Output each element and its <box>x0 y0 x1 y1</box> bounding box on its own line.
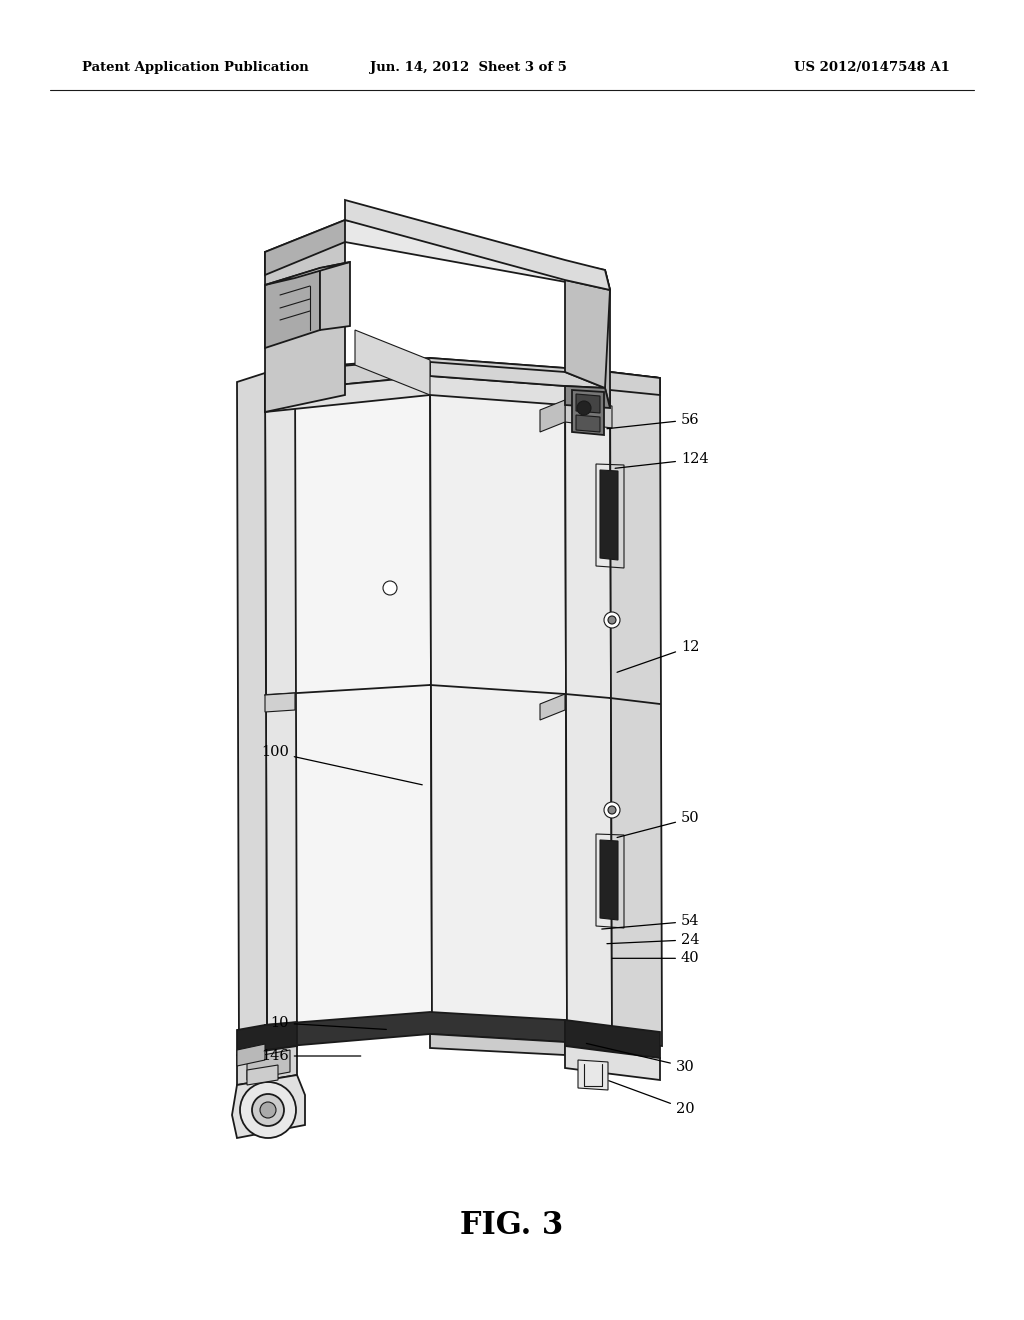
Text: Jun. 14, 2012  Sheet 3 of 5: Jun. 14, 2012 Sheet 3 of 5 <box>370 62 566 74</box>
Circle shape <box>604 803 620 818</box>
Polygon shape <box>265 268 319 348</box>
Polygon shape <box>540 400 565 432</box>
Polygon shape <box>237 1022 297 1055</box>
Polygon shape <box>265 220 345 275</box>
Circle shape <box>383 581 397 595</box>
Text: Patent Application Publication: Patent Application Publication <box>82 62 309 74</box>
Text: 146: 146 <box>261 1049 360 1063</box>
Text: 50: 50 <box>617 812 699 837</box>
Polygon shape <box>247 1065 278 1085</box>
Polygon shape <box>265 693 295 711</box>
Polygon shape <box>605 271 610 408</box>
Text: 10: 10 <box>270 1016 386 1030</box>
Text: 30: 30 <box>587 1043 694 1073</box>
Circle shape <box>252 1094 284 1126</box>
Circle shape <box>577 401 591 414</box>
Text: 24: 24 <box>607 933 699 946</box>
Circle shape <box>608 616 616 624</box>
Polygon shape <box>237 1044 265 1067</box>
Polygon shape <box>265 1012 565 1048</box>
Polygon shape <box>430 1034 565 1055</box>
Polygon shape <box>237 374 267 1052</box>
Circle shape <box>240 1082 296 1138</box>
Polygon shape <box>430 362 605 388</box>
Polygon shape <box>345 201 610 290</box>
Polygon shape <box>565 368 612 1040</box>
Polygon shape <box>265 370 297 1041</box>
Text: 12: 12 <box>617 640 699 672</box>
Polygon shape <box>565 280 610 388</box>
Text: FIG. 3: FIG. 3 <box>461 1209 563 1241</box>
Polygon shape <box>565 1020 660 1059</box>
Text: 100: 100 <box>261 746 422 785</box>
Polygon shape <box>575 414 600 432</box>
Polygon shape <box>575 393 600 413</box>
Text: 54: 54 <box>602 915 699 929</box>
Polygon shape <box>270 358 432 1038</box>
Polygon shape <box>265 242 345 412</box>
Polygon shape <box>610 372 662 1045</box>
Text: 40: 40 <box>612 952 699 965</box>
Polygon shape <box>355 330 430 395</box>
Polygon shape <box>578 1060 608 1090</box>
Circle shape <box>608 807 616 814</box>
Polygon shape <box>600 470 618 560</box>
Polygon shape <box>565 385 610 408</box>
Text: 20: 20 <box>609 1081 694 1115</box>
Polygon shape <box>600 840 618 920</box>
Polygon shape <box>237 1045 297 1085</box>
Circle shape <box>604 612 620 628</box>
Text: 56: 56 <box>607 413 699 429</box>
Polygon shape <box>319 261 350 330</box>
Circle shape <box>260 1102 276 1118</box>
Polygon shape <box>265 261 350 285</box>
Polygon shape <box>540 694 565 719</box>
Polygon shape <box>565 400 612 428</box>
Polygon shape <box>430 358 567 1026</box>
Polygon shape <box>265 220 610 290</box>
Polygon shape <box>265 376 610 412</box>
Text: 124: 124 <box>615 453 709 469</box>
Polygon shape <box>247 1049 290 1080</box>
Polygon shape <box>565 1045 660 1080</box>
Polygon shape <box>572 389 604 436</box>
Text: US 2012/0147548 A1: US 2012/0147548 A1 <box>795 62 950 74</box>
Polygon shape <box>565 368 660 378</box>
Polygon shape <box>232 1074 305 1138</box>
Polygon shape <box>265 358 660 395</box>
